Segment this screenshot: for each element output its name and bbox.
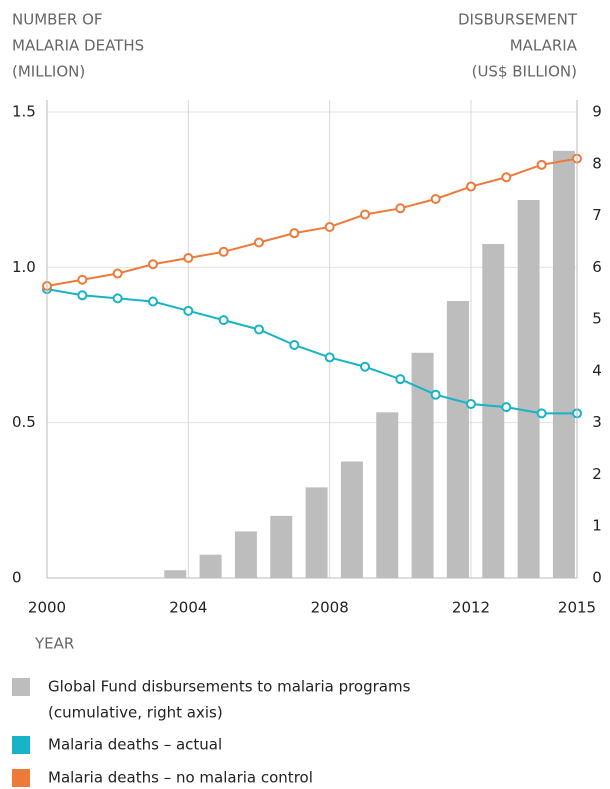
y2-tick-label: 2 xyxy=(592,465,602,483)
line xyxy=(46,157,578,287)
y2-axis-label: MALARIA xyxy=(510,37,578,55)
point xyxy=(466,399,476,410)
legend-item: Global Fund disbursements to malaria pro… xyxy=(12,678,411,722)
point xyxy=(430,389,441,400)
bar xyxy=(199,554,222,578)
bar xyxy=(340,461,363,578)
bar xyxy=(411,352,434,578)
y2-tick-label: 3 xyxy=(592,413,602,431)
legend-label: Malaria deaths – actual xyxy=(48,736,222,754)
legend-swatch xyxy=(12,769,30,787)
y-axis-label: MALARIA DEATHS xyxy=(12,37,144,55)
bar xyxy=(552,150,575,579)
bar xyxy=(234,531,257,578)
x-tick-label: 2000 xyxy=(28,599,66,617)
x-tick-label: 2015 xyxy=(558,599,596,617)
legend-item: Malaria deaths – actual xyxy=(12,736,222,754)
point xyxy=(112,293,123,304)
point xyxy=(324,352,335,363)
bar xyxy=(517,200,540,578)
point xyxy=(254,237,264,248)
bar xyxy=(270,515,293,578)
point xyxy=(183,305,194,316)
point xyxy=(218,315,229,326)
point xyxy=(77,274,88,285)
x-tick-label: 2004 xyxy=(169,599,207,617)
point xyxy=(466,181,476,192)
x-axis-label: YEAR xyxy=(34,635,74,653)
point xyxy=(536,159,547,170)
y2-tick-label: 9 xyxy=(592,103,602,121)
line xyxy=(46,288,577,415)
x-tick-label: 2012 xyxy=(452,599,490,617)
bar xyxy=(164,570,187,578)
legend-label: (cumulative, right axis) xyxy=(48,704,223,722)
point xyxy=(395,203,406,214)
y2-tick-label: 1 xyxy=(592,517,602,535)
point xyxy=(77,290,88,301)
bar xyxy=(482,244,505,579)
bar xyxy=(305,487,328,578)
point xyxy=(112,268,123,279)
y2-axis-label: (US$ BILLION) xyxy=(472,63,577,81)
point xyxy=(536,408,547,419)
point xyxy=(289,228,300,239)
point xyxy=(254,324,264,335)
legend-label: Malaria deaths – no malaria control xyxy=(48,769,313,787)
point xyxy=(501,402,512,413)
y-tick-label: 0.5 xyxy=(12,413,36,431)
point xyxy=(360,361,370,372)
y2-tick-label: 6 xyxy=(592,258,602,276)
legend-item: Malaria deaths – no malaria control xyxy=(12,769,313,787)
point xyxy=(289,340,300,350)
y2-tick-label: 0 xyxy=(592,569,602,587)
bar xyxy=(376,412,399,578)
point xyxy=(148,259,158,270)
legend-swatch xyxy=(12,736,30,754)
point xyxy=(324,221,335,232)
y2-tick-label: 7 xyxy=(592,206,602,224)
point xyxy=(183,253,194,264)
point xyxy=(430,193,441,204)
y-tick-label: 1.5 xyxy=(12,103,36,121)
legend-swatch xyxy=(12,678,30,696)
point xyxy=(395,374,406,385)
y-tick-label: 0 xyxy=(12,569,22,587)
y2-tick-label: 5 xyxy=(592,310,602,328)
point xyxy=(501,172,512,183)
x-tick-label: 2008 xyxy=(311,599,349,617)
y2-axis-label: DISBURSEMENT xyxy=(458,11,578,29)
y-axis-label: (MILLION) xyxy=(12,63,85,81)
point xyxy=(218,246,229,257)
y-axis-label: NUMBER OF xyxy=(12,11,103,29)
point xyxy=(360,209,370,220)
y2-tick-label: 8 xyxy=(592,154,602,172)
point xyxy=(148,296,158,307)
legend-label: Global Fund disbursements to malaria pro… xyxy=(48,678,411,696)
y2-tick-label: 4 xyxy=(592,361,602,379)
bar xyxy=(446,300,469,578)
y-tick-label: 1.0 xyxy=(12,258,36,276)
